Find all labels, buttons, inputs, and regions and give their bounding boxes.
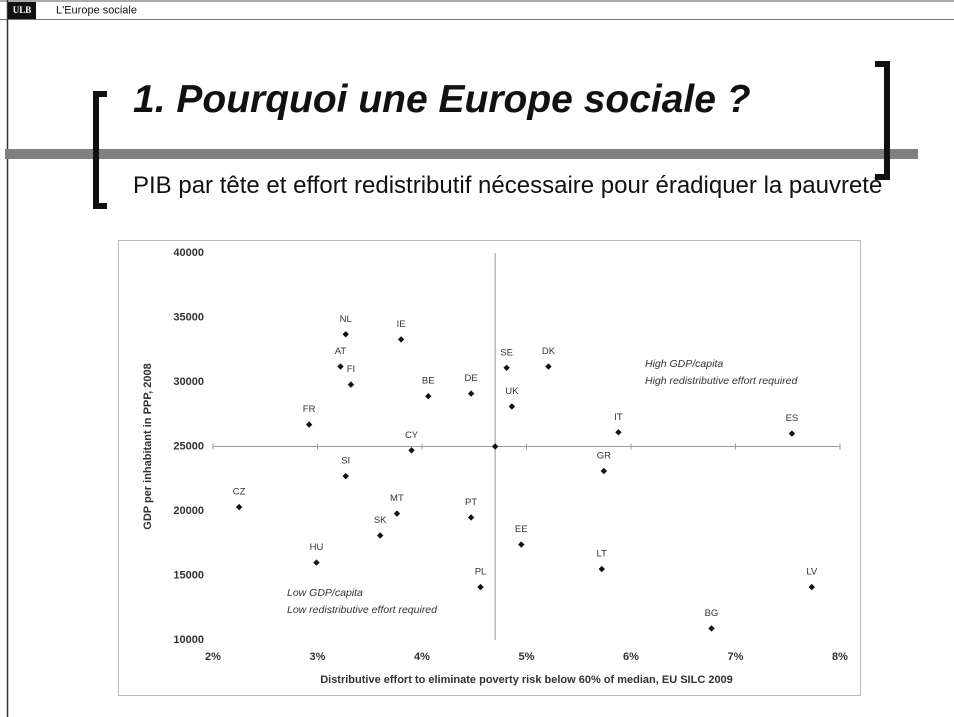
header-title: L'Europe sociale: [56, 4, 137, 16]
point: [708, 625, 715, 632]
point-label: UK: [505, 386, 519, 397]
y-tick-label: 30000: [173, 376, 204, 388]
point: [305, 421, 313, 428]
left-bracket: [93, 91, 107, 209]
point-label: BE: [422, 376, 435, 387]
x-tick-label: 3%: [310, 651, 326, 663]
point-label: FI: [347, 364, 355, 375]
slide-subtitle: PIB par tête et effort redistributif néc…: [133, 172, 883, 199]
point-label: MT: [390, 493, 404, 504]
annotation: High GDP/capita: [645, 358, 723, 370]
point: [377, 532, 384, 539]
point-label: DK: [542, 346, 556, 357]
point: [808, 583, 815, 591]
point: [615, 429, 622, 436]
logo-box: [8, 2, 36, 19]
x-tick-label: 7%: [728, 651, 744, 663]
x-tick-label: 2%: [205, 651, 221, 663]
point: [313, 559, 320, 566]
annotation: High redistributive effort required: [645, 375, 798, 387]
y-tick-label: 10000: [173, 634, 204, 646]
point-label: HU: [310, 542, 324, 553]
y-tick-label: 25000: [173, 440, 204, 452]
point: [600, 467, 608, 475]
point: [393, 510, 401, 517]
point-label: LT: [597, 549, 608, 560]
slide-title: 1. Pourquoi une Europe sociale ?: [133, 78, 751, 121]
logo: ULB: [13, 5, 32, 15]
point-label: FR: [303, 404, 316, 415]
point-label: GR: [597, 451, 611, 462]
annotation: Low GDP/capita: [287, 587, 363, 599]
x-axis-label: Distributive effort to eliminate poverty…: [320, 674, 733, 686]
annotation: Low redistributive effort required: [287, 604, 438, 616]
point: [503, 364, 510, 372]
title-bar: [5, 149, 918, 159]
point-label: DE: [465, 373, 478, 384]
point: [342, 472, 349, 480]
point: [518, 541, 525, 548]
point-label: SE: [500, 347, 513, 358]
point: [788, 430, 796, 437]
y-tick-label: 15000: [173, 569, 204, 581]
point-label: IE: [397, 319, 406, 330]
point-label: BG: [705, 608, 719, 619]
y-tick-label: 40000: [173, 247, 204, 259]
point-label: PL: [475, 567, 487, 578]
point-label: NL: [340, 314, 352, 325]
y-tick-label: 20000: [173, 505, 204, 517]
point: [491, 443, 499, 450]
y-tick-label: 35000: [173, 311, 204, 323]
point: [425, 392, 432, 400]
x-tick-label: 8%: [832, 651, 848, 663]
point-label: CZ: [233, 487, 246, 498]
x-tick-label: 5%: [519, 651, 535, 663]
point: [337, 363, 344, 370]
point: [408, 447, 415, 454]
point-label: PT: [465, 497, 477, 508]
point-label: AT: [335, 346, 347, 357]
point: [342, 331, 349, 338]
point-label: ES: [786, 413, 799, 424]
point-label: CY: [405, 430, 419, 441]
point-label: SK: [374, 515, 387, 526]
point-label: LV: [806, 567, 818, 578]
point: [235, 503, 243, 511]
point: [467, 390, 475, 397]
point: [397, 336, 405, 343]
y-axis-label: GDP per inhabitant in PPP, 2008: [142, 363, 154, 529]
point-label: IT: [614, 412, 623, 423]
x-tick-label: 6%: [623, 651, 639, 663]
chart-frame: [118, 240, 861, 696]
point: [347, 381, 355, 388]
chart: 10000 15000 20000 25000 30000 35000 40000 2% 3% 4…: [142, 247, 848, 686]
right-bracket: [875, 61, 890, 180]
x-tick-label: 4%: [414, 651, 430, 663]
point: [545, 363, 552, 370]
point-label: SI: [341, 456, 350, 467]
point: [477, 583, 484, 591]
point: [508, 403, 516, 410]
point: [467, 514, 475, 521]
point-label: EE: [515, 524, 528, 535]
point: [598, 565, 605, 573]
